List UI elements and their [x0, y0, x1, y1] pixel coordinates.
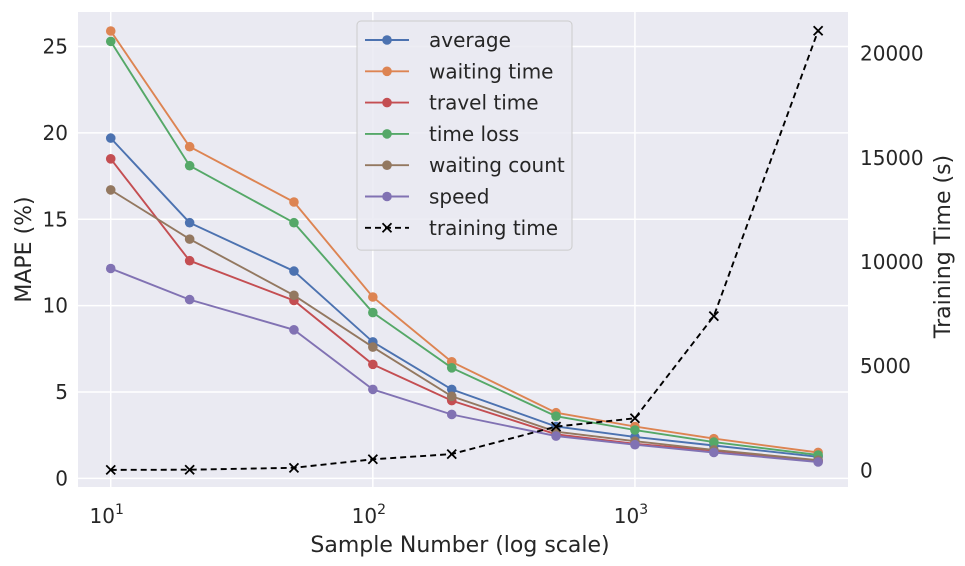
y2-tick-label: 20000 — [860, 42, 924, 66]
series-speed — [105, 263, 823, 467]
x-tick-label: 103 — [614, 502, 648, 528]
data-point — [446, 384, 457, 395]
legend-label: time loss — [429, 122, 519, 146]
legend-label: speed — [429, 185, 489, 209]
legend-item: travel time — [365, 91, 539, 115]
data-point-stroke — [105, 464, 116, 476]
legend-marker — [382, 160, 392, 170]
legend-item: speed — [365, 185, 489, 209]
data-point — [446, 391, 457, 402]
data-point-stroke — [446, 448, 457, 460]
data-point-stroke — [812, 25, 824, 36]
data-point — [105, 36, 116, 47]
legend-label: travel time — [429, 91, 539, 115]
legend-box — [356, 20, 573, 251]
legend-label: average — [429, 28, 511, 52]
y2-tick-label: 5000 — [860, 354, 911, 378]
data-point — [289, 197, 299, 207]
legend-marker — [382, 66, 392, 77]
data-point — [368, 292, 378, 302]
data-point — [551, 411, 561, 421]
data-point — [105, 185, 116, 195]
y-tick-label: 10 — [43, 294, 68, 318]
data-point — [551, 431, 561, 441]
data-point — [184, 141, 195, 152]
legend-label: waiting count — [429, 153, 565, 177]
data-point — [184, 217, 195, 228]
legend-label: waiting time — [429, 59, 553, 83]
series-training-time — [105, 25, 824, 476]
series — [105, 25, 824, 476]
data-point — [709, 437, 719, 447]
data-point — [289, 266, 299, 276]
y2-axis-label: Training Time (s) — [931, 155, 956, 339]
y2-tick-label: 15000 — [860, 146, 924, 170]
data-point — [184, 160, 195, 171]
data-point — [368, 342, 378, 352]
data-point — [368, 359, 378, 370]
y-tick-label: 25 — [43, 35, 68, 59]
x-tick-label: 101 — [90, 502, 124, 528]
data-point-stroke — [708, 311, 719, 322]
data-point-stroke — [550, 421, 562, 432]
y-axis-label: MAPE (%) — [12, 196, 37, 302]
legend: average waiting time travel time time loss w… — [356, 20, 573, 251]
data-point — [105, 133, 116, 143]
x-tick-label: 102 — [352, 502, 386, 528]
data-point — [630, 439, 640, 450]
data-point — [368, 307, 378, 318]
data-point — [184, 294, 195, 305]
legend-marker — [382, 35, 392, 45]
data-point-stroke — [629, 413, 641, 424]
data-point — [368, 384, 378, 395]
data-point — [289, 217, 299, 228]
legend-item: average — [365, 28, 511, 52]
y-tick-label: 15 — [43, 207, 68, 231]
y2-tick-label: 0 — [860, 458, 873, 482]
data-point — [630, 425, 640, 435]
legend-item: waiting time — [365, 59, 553, 83]
series-time-loss — [105, 36, 823, 460]
legend-label: training time — [429, 216, 558, 240]
data-point — [105, 26, 116, 36]
data-point — [446, 363, 457, 373]
data-point — [813, 457, 823, 467]
legend-marker — [382, 191, 392, 202]
y2-tick-label: 10000 — [860, 250, 924, 274]
data-point — [105, 154, 116, 164]
legend-marker — [382, 129, 392, 139]
data-point-stroke — [288, 462, 300, 473]
data-point — [105, 263, 116, 274]
data-point — [289, 325, 299, 335]
legend-item: waiting count — [365, 153, 565, 177]
y-tick-label: 0 — [55, 466, 68, 490]
data-point-stroke — [381, 222, 393, 233]
data-point — [289, 290, 299, 301]
legend-item: training time — [365, 216, 558, 240]
data-point-stroke — [367, 454, 378, 465]
x-axis-label: Sample Number (log scale) — [310, 533, 609, 558]
legend-item: time loss — [365, 122, 519, 146]
data-point — [184, 234, 195, 244]
legend-marker — [382, 97, 392, 108]
y-tick-label: 5 — [55, 380, 68, 404]
data-point-stroke — [184, 464, 195, 475]
data-point — [709, 447, 719, 458]
axes: 0 5 10 15 20 25 101 102 103 0 5000 10000 15000 20000 — [43, 35, 924, 528]
data-point — [184, 255, 195, 266]
data-point — [446, 409, 457, 420]
y-tick-label: 20 — [43, 121, 68, 145]
